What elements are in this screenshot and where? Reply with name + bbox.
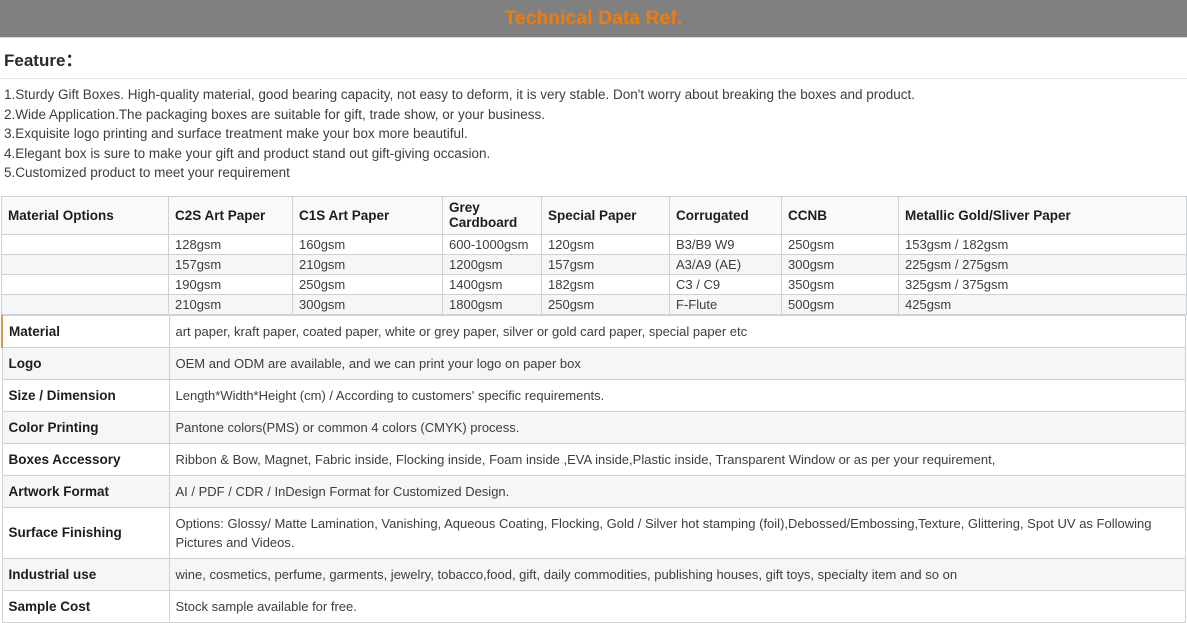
spec-label: Artwork Format: [1, 474, 170, 508]
spec-value: Stock sample available for free.: [168, 589, 1186, 623]
spec-row-boxes-accessory: Boxes Accessory Ribbon & Bow, Magnet, Fa…: [1, 442, 1186, 476]
table-cell: 210gsm: [292, 253, 443, 275]
table-cell: [1, 273, 169, 295]
spec-value: Pantone colors(PMS) or common 4 colors (…: [168, 410, 1186, 444]
spec-label: Boxes Accessory: [1, 442, 170, 476]
spec-value: Options: Glossy/ Matte Lamination, Vanis…: [168, 506, 1186, 559]
table-cell: 157gsm: [168, 253, 293, 275]
spec-label: Sample Cost: [1, 589, 170, 623]
table-cell: 1200gsm: [442, 253, 542, 275]
table-cell: F-Flute: [669, 293, 782, 315]
table-cell: 157gsm: [541, 253, 670, 275]
spec-value: Length*Width*Height (cm) / According to …: [168, 378, 1186, 412]
table-cell: 425gsm: [898, 293, 1187, 315]
column-header-ccnb: CCNB: [781, 195, 899, 235]
spec-row-logo: Logo OEM and ODM are available, and we c…: [1, 346, 1186, 380]
table-cell: 500gsm: [781, 293, 899, 315]
feature-line: 1.Sturdy Gift Boxes. High-quality materi…: [4, 87, 916, 102]
page-title: Technical Data Ref.: [504, 8, 683, 29]
table-cell: B3/B9 W9: [669, 233, 782, 255]
column-header-metallic-paper: Metallic Gold/Sliver Paper: [898, 195, 1187, 235]
feature-heading: Feature：: [0, 38, 1187, 79]
table-cell: 225gsm / 275gsm: [898, 253, 1187, 275]
table-cell: 300gsm: [781, 253, 899, 275]
table-row: 190gsm 250gsm 1400gsm 182gsm C3 / C9 350…: [1, 273, 1187, 295]
spec-value: OEM and ODM are available, and we can pr…: [168, 346, 1186, 380]
table-cell: 350gsm: [781, 273, 899, 295]
table-row: 128gsm 160gsm 600-1000gsm 120gsm B3/B9 W…: [1, 233, 1187, 255]
table-cell: 153gsm / 182gsm: [898, 233, 1187, 255]
table-cell: [1, 253, 169, 275]
table-cell: [1, 293, 169, 315]
spec-row-sample-cost: Sample Cost Stock sample available for f…: [1, 589, 1186, 623]
feature-line: 5.Customized product to meet your requir…: [4, 165, 290, 180]
table-cell: A3/A9 (AE): [669, 253, 782, 275]
spec-label: Surface Finishing: [1, 506, 170, 559]
table-cell: [1, 233, 169, 255]
materials-table: Material Options C2S Art Paper C1S Art P…: [1, 195, 1187, 315]
feature-line: 4.Elegant box is sure to make your gift …: [4, 145, 491, 161]
table-cell: C3 / C9: [669, 273, 782, 295]
spec-value: Ribbon & Bow, Magnet, Fabric inside, Flo…: [168, 442, 1186, 476]
spec-row-surface-finishing: Surface Finishing Options: Glossy/ Matte…: [1, 506, 1186, 559]
spec-label: Color Printing: [1, 410, 170, 444]
column-header-corrugated: Corrugated: [669, 195, 782, 235]
spec-row-color-printing: Color Printing Pantone colors(PMS) or co…: [1, 410, 1186, 444]
column-header-material-options: Material Options: [1, 195, 169, 235]
table-cell: 1800gsm: [442, 293, 542, 315]
table-cell: 250gsm: [781, 233, 899, 255]
table-cell: 128gsm: [168, 233, 293, 255]
table-cell: 1400gsm: [442, 273, 542, 295]
column-header-special-paper: Special Paper: [541, 195, 670, 235]
table-cell: 160gsm: [292, 233, 443, 255]
spec-label: Material: [1, 314, 170, 348]
banner: Technical Data Ref.: [0, 0, 1187, 38]
table-cell: 120gsm: [541, 233, 670, 255]
spec-row-size-dimension: Size / Dimension Length*Width*Height (cm…: [1, 378, 1186, 412]
column-header-c1s-art-paper: C1S Art Paper: [292, 195, 443, 235]
spec-label: Industrial use: [1, 557, 170, 591]
spec-label: Size / Dimension: [1, 378, 170, 412]
column-header-c2s-art-paper: C2S Art Paper: [168, 195, 293, 235]
specification-table: Material art paper, kraft paper, coated …: [1, 314, 1186, 623]
spec-row-industrial-use: Industrial use wine, cosmetics, perfume,…: [1, 557, 1186, 591]
feature-line: 2.Wide Application.The packaging boxes a…: [4, 106, 546, 122]
column-header-grey-cardboard: Grey Cardboard: [442, 195, 542, 235]
table-cell: 250gsm: [541, 293, 670, 315]
table-row: 210gsm 300gsm 1800gsm 250gsm F-Flute 500…: [1, 293, 1187, 315]
spec-row-artwork-format: Artwork Format AI / PDF / CDR / InDesign…: [1, 474, 1186, 508]
table-cell: 600-1000gsm: [442, 233, 542, 255]
table-cell: 190gsm: [168, 273, 293, 295]
table-cell: 325gsm / 375gsm: [898, 273, 1187, 295]
feature-list: 1.Sturdy Gift Boxes. High-quality materi…: [0, 79, 1187, 187]
spec-label: Logo: [1, 346, 170, 380]
table-cell: 182gsm: [541, 273, 670, 295]
table-row: 157gsm 210gsm 1200gsm 157gsm A3/A9 (AE) …: [1, 253, 1187, 275]
table-cell: 210gsm: [168, 293, 293, 315]
spec-value: art paper, kraft paper, coated paper, wh…: [168, 314, 1186, 348]
table-cell: 300gsm: [292, 293, 443, 315]
table-cell: 250gsm: [292, 273, 443, 295]
feature-line: 3.Exquisite logo printing and surface tr…: [4, 126, 468, 141]
spec-value: wine, cosmetics, perfume, garments, jewe…: [168, 557, 1186, 591]
spec-value: AI / PDF / CDR / InDesign Format for Cus…: [168, 474, 1186, 508]
spec-row-material: Material art paper, kraft paper, coated …: [1, 314, 1186, 348]
materials-header-row: Material Options C2S Art Paper C1S Art P…: [1, 195, 1187, 235]
